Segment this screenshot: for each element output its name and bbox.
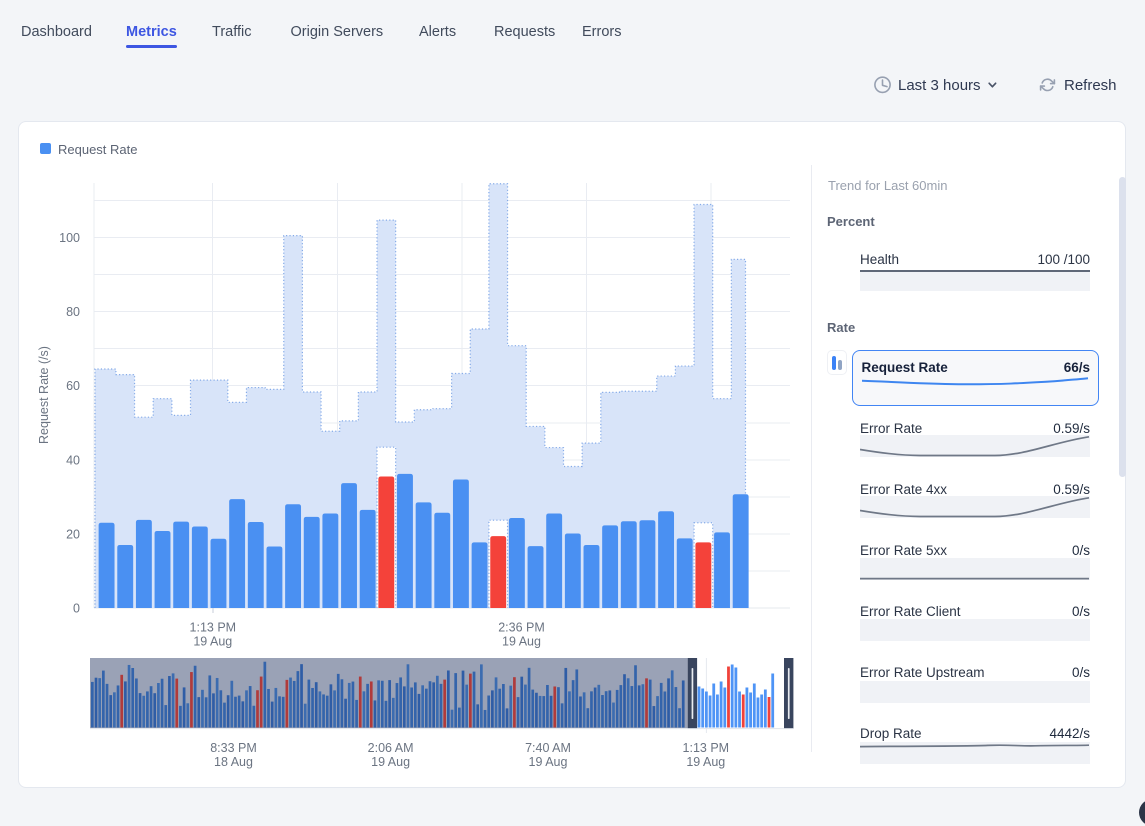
svg-text:19 Aug: 19 Aug [529,755,568,769]
svg-text:18 Aug: 18 Aug [214,755,253,769]
svg-text:2:06 AM: 2:06 AM [368,741,414,755]
svg-text:8:33 PM: 8:33 PM [210,741,257,755]
svg-text:1:13 PM: 1:13 PM [190,621,237,635]
svg-text:60: 60 [66,379,80,393]
svg-text:2:36 PM: 2:36 PM [498,621,545,635]
svg-text:0: 0 [73,602,80,616]
svg-text:20: 20 [66,527,80,541]
svg-text:19 Aug: 19 Aug [371,755,410,769]
svg-text:Request Rate (/s): Request Rate (/s) [37,346,51,444]
svg-text:19 Aug: 19 Aug [686,755,725,769]
svg-text:1:13 PM: 1:13 PM [683,741,730,755]
svg-text:19 Aug: 19 Aug [502,635,541,649]
svg-text:19 Aug: 19 Aug [193,635,232,649]
svg-text:80: 80 [66,305,80,319]
svg-text:100: 100 [59,231,80,245]
svg-text:40: 40 [66,453,80,467]
svg-text:7:40 AM: 7:40 AM [525,741,571,755]
